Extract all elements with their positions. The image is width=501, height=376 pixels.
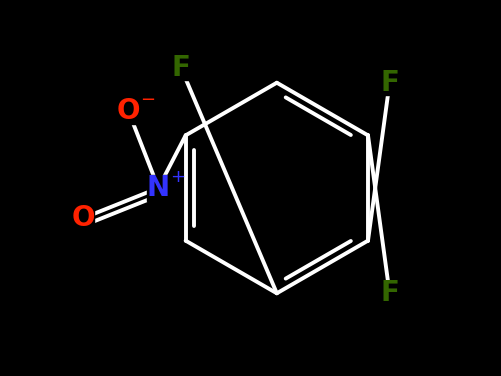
Text: F: F — [380, 279, 399, 307]
Bar — [147, 175, 170, 201]
Bar — [379, 281, 400, 305]
Bar — [72, 205, 95, 231]
Text: −: − — [140, 91, 155, 109]
Text: F: F — [380, 69, 399, 97]
Bar — [171, 56, 191, 80]
Bar — [117, 98, 140, 124]
Text: O: O — [117, 97, 140, 125]
Bar — [379, 71, 400, 95]
Text: O: O — [72, 204, 95, 232]
Text: F: F — [171, 54, 190, 82]
Text: N: N — [147, 174, 170, 202]
Text: +: + — [170, 168, 185, 186]
